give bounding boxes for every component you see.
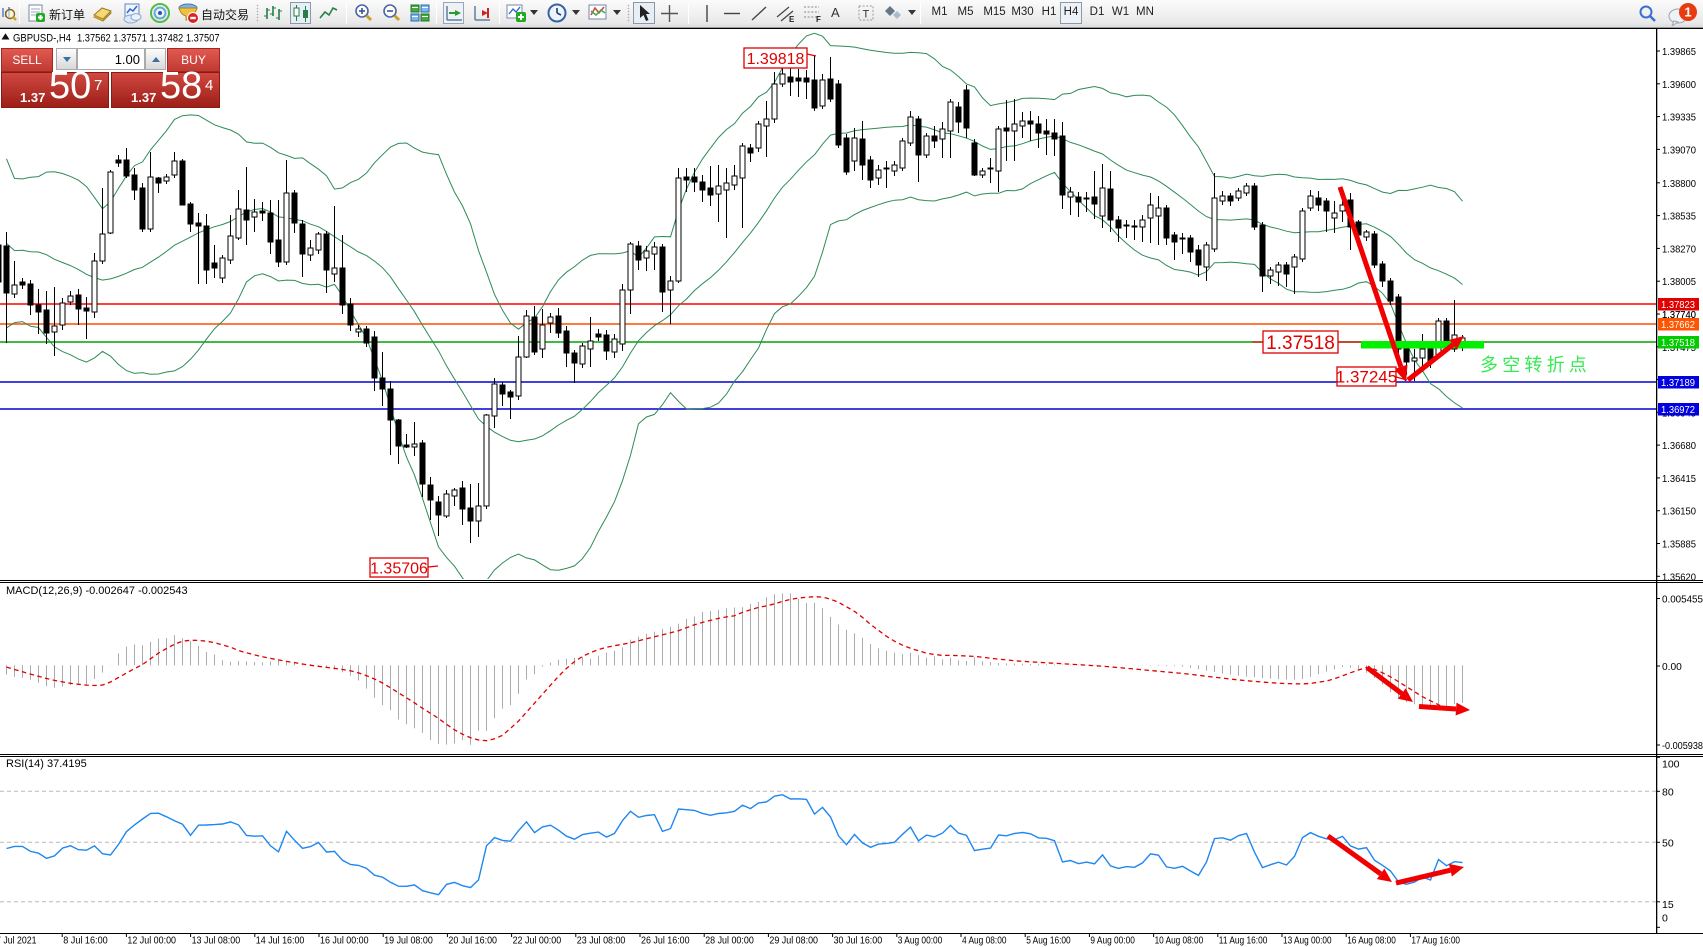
svg-text:E: E <box>789 15 795 23</box>
svg-text:9 Aug 00:00: 9 Aug 00:00 <box>1090 936 1135 947</box>
svg-text:0.005455: 0.005455 <box>1662 595 1703 606</box>
svg-text:13 Jul 08:00: 13 Jul 08:00 <box>192 936 241 947</box>
svg-text:1.35885: 1.35885 <box>1662 540 1696 551</box>
svg-text:T: T <box>863 9 870 21</box>
svg-text:1.37562 1.37571 1.37482 1.3750: 1.37562 1.37571 1.37482 1.37507 <box>77 33 220 45</box>
svg-text:0.00: 0.00 <box>1662 662 1682 673</box>
svg-text:1.37823: 1.37823 <box>1661 300 1695 311</box>
svg-text:1.37740: 1.37740 <box>1662 310 1696 321</box>
svg-text:1.38005: 1.38005 <box>1662 277 1696 288</box>
svg-text:16 Aug 08:00: 16 Aug 08:00 <box>1347 936 1396 947</box>
svg-text:1.39600: 1.39600 <box>1662 80 1696 91</box>
svg-text:1.35620: 1.35620 <box>1662 572 1696 583</box>
svg-text:13 Aug 00:00: 13 Aug 00:00 <box>1283 936 1332 947</box>
svg-text:19 Jul 08:00: 19 Jul 08:00 <box>384 936 433 947</box>
svg-text:F: F <box>816 15 821 23</box>
svg-text:28 Jul 00:00: 28 Jul 00:00 <box>705 936 754 947</box>
svg-text:12 Jul 00:00: 12 Jul 00:00 <box>127 936 176 947</box>
svg-text:50: 50 <box>1662 837 1674 849</box>
svg-text:17 Aug 16:00: 17 Aug 16:00 <box>1411 936 1460 947</box>
svg-text:1.37245: 1.37245 <box>1336 368 1397 387</box>
svg-text:1: 1 <box>1684 5 1691 20</box>
svg-text:1.39818: 1.39818 <box>747 51 805 68</box>
svg-text:4 Aug 08:00: 4 Aug 08:00 <box>962 936 1007 947</box>
svg-text:-0.005938: -0.005938 <box>1662 741 1703 752</box>
svg-text:1.36415: 1.36415 <box>1662 474 1696 485</box>
svg-text:8 Jul 16:00: 8 Jul 16:00 <box>63 936 108 947</box>
svg-text:10 Aug 08:00: 10 Aug 08:00 <box>1155 936 1204 947</box>
svg-text:16 Jul 00:00: 16 Jul 00:00 <box>320 936 369 947</box>
svg-text:26 Jul 16:00: 26 Jul 16:00 <box>641 936 690 947</box>
svg-text:1.36972: 1.36972 <box>1661 405 1695 416</box>
svg-text:20 Jul 16:00: 20 Jul 16:00 <box>448 936 497 947</box>
svg-text:1.39070: 1.39070 <box>1662 145 1696 156</box>
svg-text:23 Jul 08:00: 23 Jul 08:00 <box>577 936 626 947</box>
svg-text:多空转折点: 多空转折点 <box>1480 355 1591 375</box>
svg-text:GBPUSD-,H4: GBPUSD-,H4 <box>13 33 71 45</box>
svg-text:RSI(14) 37.4195: RSI(14) 37.4195 <box>6 758 87 770</box>
svg-text:1.37662: 1.37662 <box>1661 320 1695 331</box>
svg-text:1.38270: 1.38270 <box>1662 244 1696 255</box>
svg-text:11 Aug 16:00: 11 Aug 16:00 <box>1219 936 1268 947</box>
svg-text:MACD(12,26,9) -0.002647 -0.002: MACD(12,26,9) -0.002647 -0.002543 <box>6 585 188 597</box>
svg-text:1.36680: 1.36680 <box>1662 441 1696 452</box>
svg-text:1.39865: 1.39865 <box>1662 47 1696 58</box>
svg-text:1.37518: 1.37518 <box>1661 338 1695 349</box>
svg-text:15: 15 <box>1662 899 1674 911</box>
svg-text:7 Jul 2021: 7 Jul 2021 <box>0 936 37 947</box>
svg-text:1.35706: 1.35706 <box>370 560 428 577</box>
svg-text:5 Aug 16:00: 5 Aug 16:00 <box>1026 936 1071 947</box>
svg-text:22 Jul 00:00: 22 Jul 00:00 <box>513 936 562 947</box>
svg-text:1.37518: 1.37518 <box>1266 333 1335 354</box>
svg-text:30 Jul 16:00: 30 Jul 16:00 <box>834 936 883 947</box>
svg-text:0: 0 <box>1662 912 1668 924</box>
svg-text:100: 100 <box>1662 759 1680 771</box>
svg-text:14 Jul 16:00: 14 Jul 16:00 <box>256 936 305 947</box>
svg-text:80: 80 <box>1662 786 1674 798</box>
svg-text:29 Jul 08:00: 29 Jul 08:00 <box>769 936 818 947</box>
svg-text:3 Aug 00:00: 3 Aug 00:00 <box>898 936 943 947</box>
svg-text:1.38800: 1.38800 <box>1662 179 1696 190</box>
svg-text:1.37189: 1.37189 <box>1661 378 1695 389</box>
svg-text:1.38535: 1.38535 <box>1662 212 1696 223</box>
svg-text:1.37740: 1.37740 <box>1662 310 1696 321</box>
svg-text:1.36150: 1.36150 <box>1662 507 1696 518</box>
svg-text:1.39335: 1.39335 <box>1662 113 1696 124</box>
